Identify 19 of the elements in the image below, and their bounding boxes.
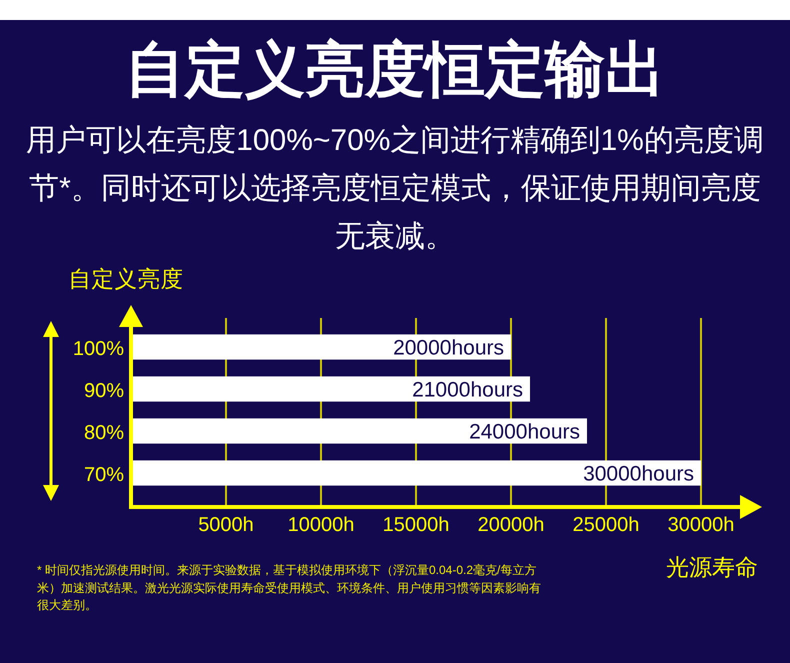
subtitle: 用户可以在亮度100%~70%之间进行精确到1%的亮度调节*。同时还可以选择亮度恒定模式，保证使用期间亮度无衰减。 — [25, 123, 765, 255]
y-tick-label: 80% — [84, 422, 124, 444]
x-tick-label: 30000h — [668, 514, 734, 536]
x-tick-label: 10000h — [288, 514, 354, 536]
y-tick-label: 100% — [72, 338, 124, 360]
y-tick-label: 90% — [84, 380, 124, 402]
x-tick-label: 20000h — [478, 514, 544, 536]
ylabel: 自定义亮度 — [68, 266, 184, 292]
x-tick-label: 5000h — [198, 514, 254, 536]
annotations: * 时间仅指光源使用时间。来源于实验数据，基于模拟使用环境下（浮沉量0.04-0.2毫克/每立方米）加速测试结果。激光光源实际使用寿命受使用模式、环境条件、用户使用习惯等因素影响有很大差别。 — [37, 562, 542, 614]
x-tick-label: 15000h — [382, 514, 450, 536]
data-label: 24000hours — [469, 420, 580, 444]
x-tick-label: 25000h — [572, 514, 640, 536]
data-label: 21000hours — [412, 378, 523, 402]
data-label: 20000hours — [393, 336, 504, 360]
data-label: 30000hours — [583, 462, 694, 486]
y-tick-label: 70% — [84, 464, 124, 486]
xlabel: 光源寿命 — [666, 554, 758, 580]
title: 自定义亮度恒定输出 — [124, 35, 666, 105]
